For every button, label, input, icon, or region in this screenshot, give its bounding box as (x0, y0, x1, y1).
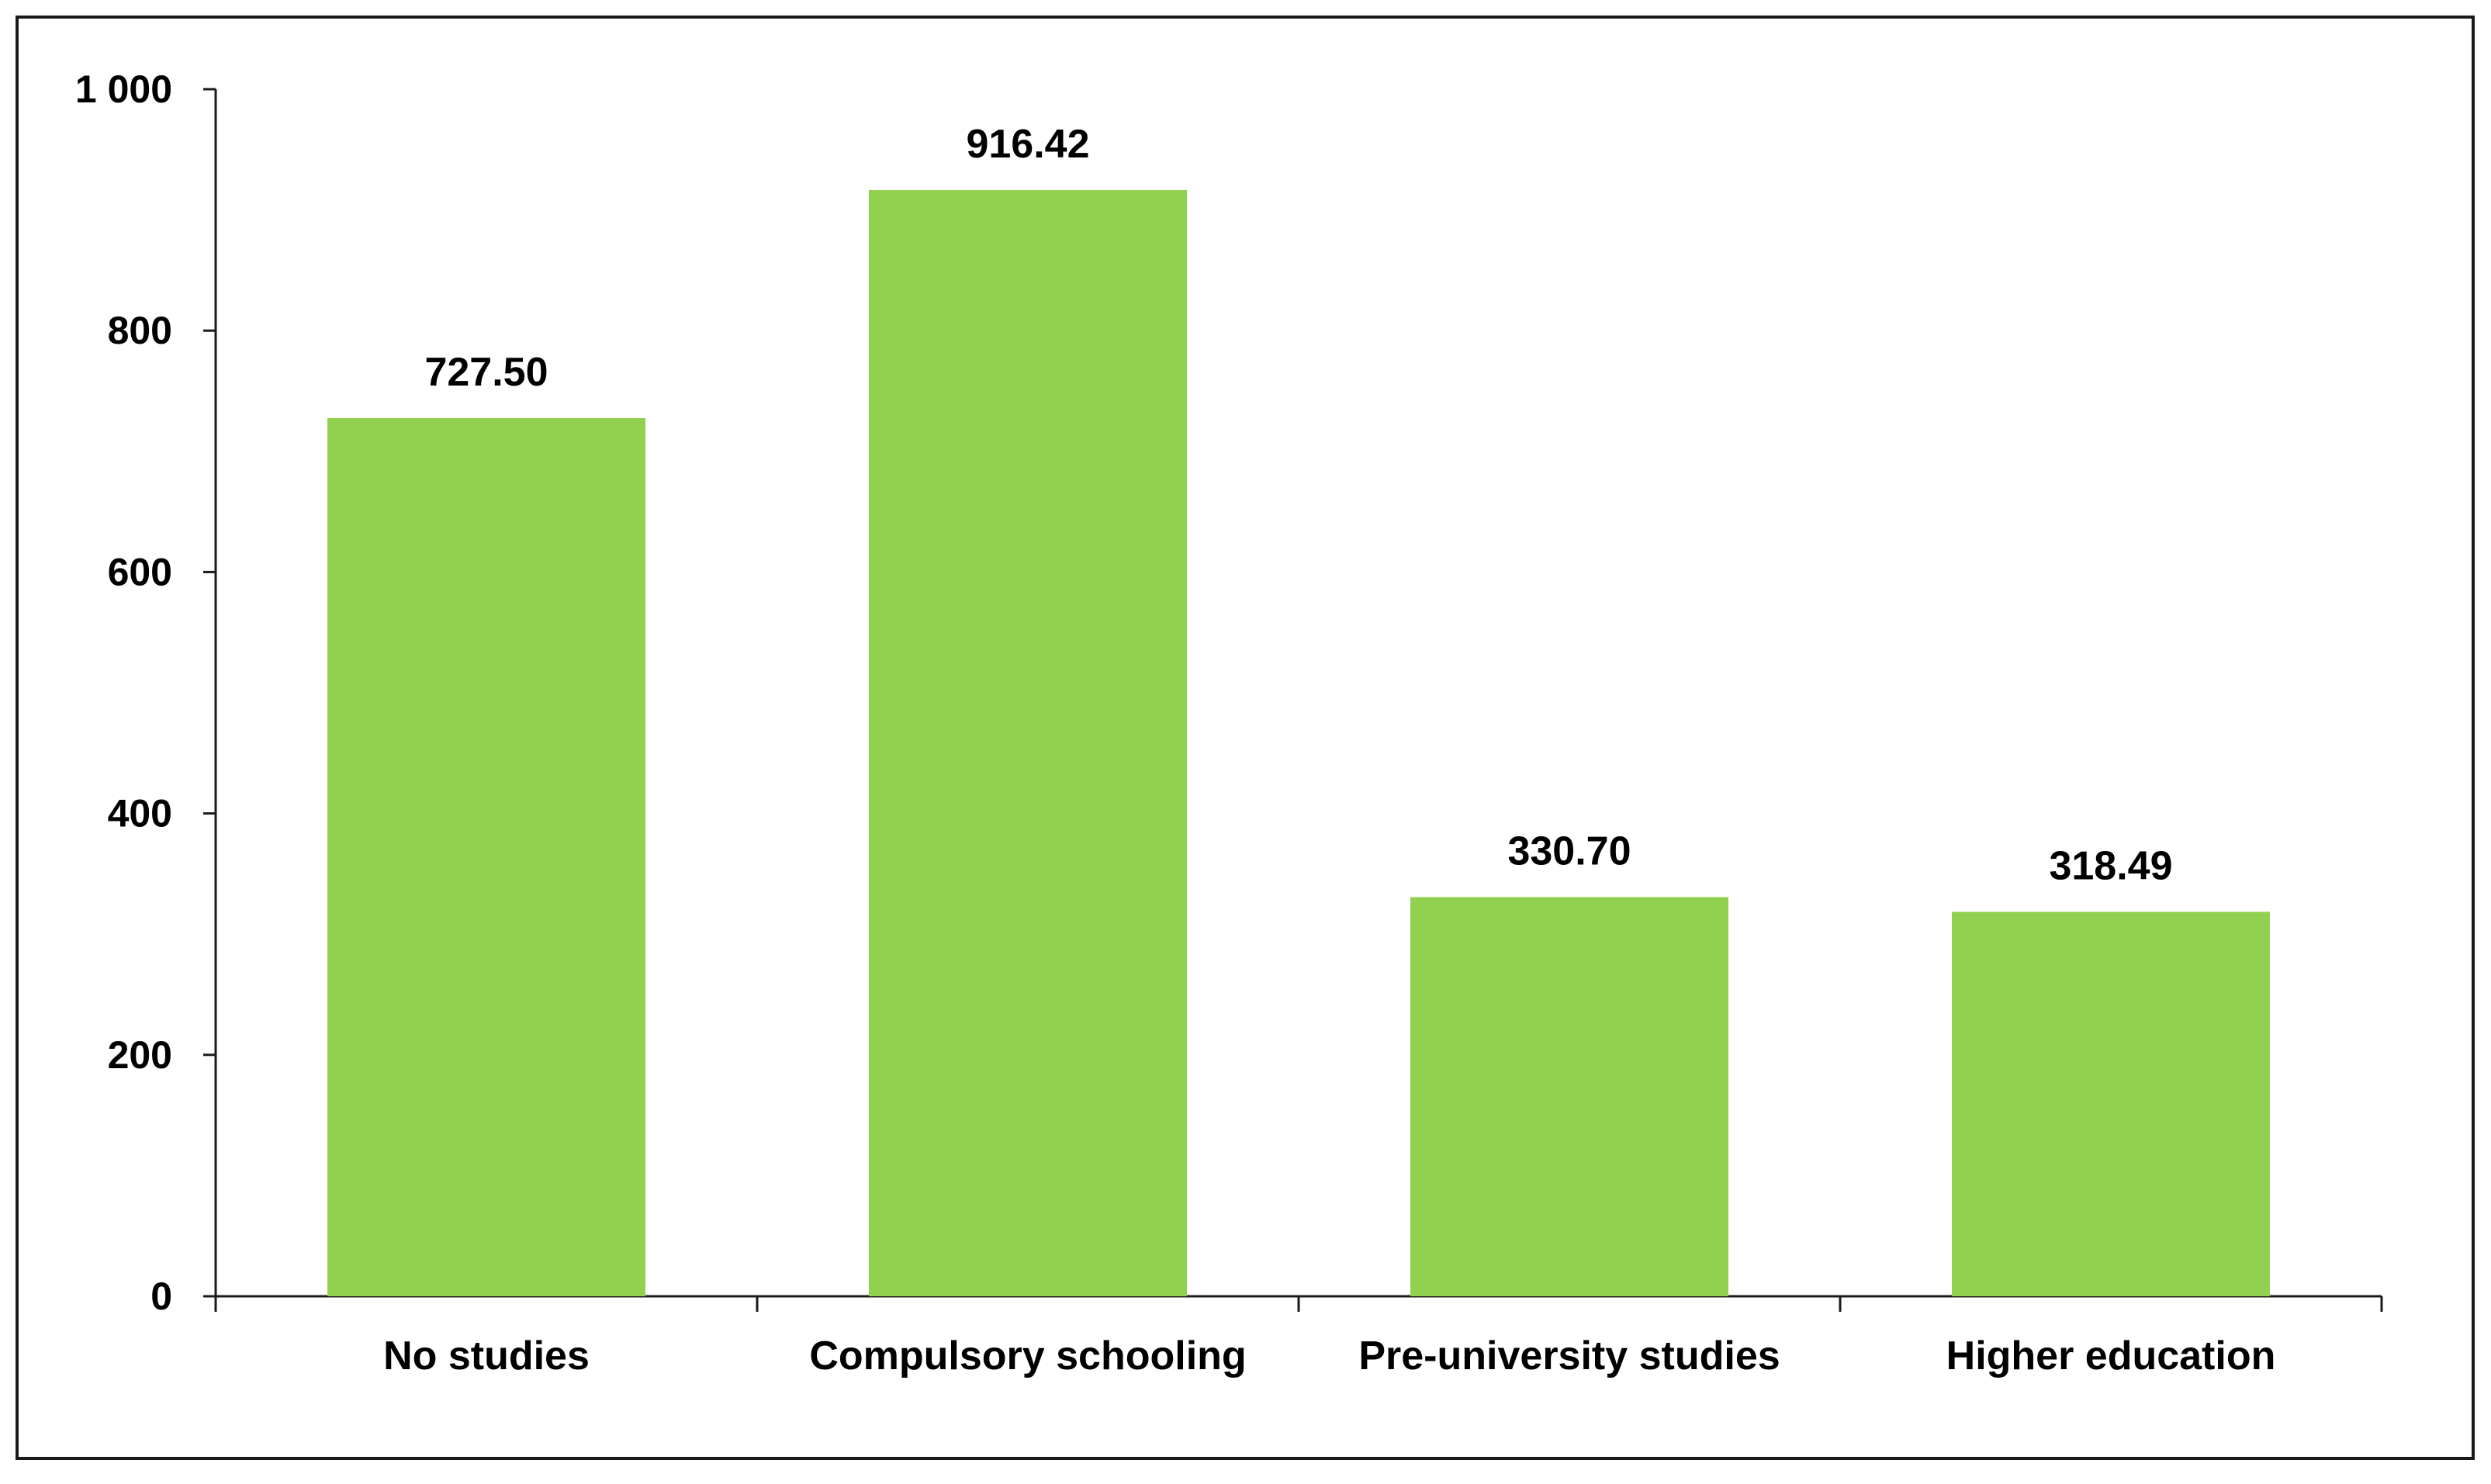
data-label: 318.49 (2049, 843, 2172, 888)
bar (1952, 912, 2270, 1296)
y-tick-label: 800 (108, 309, 172, 352)
y-tick-label: 0 (150, 1275, 172, 1318)
bar (327, 418, 645, 1296)
x-category-label: Compulsory schooling (809, 1334, 1246, 1378)
x-category-label: Higher education (1946, 1334, 2276, 1378)
x-category-label: No studies (383, 1334, 590, 1378)
bar (1410, 897, 1728, 1296)
data-label: 727.50 (424, 350, 548, 395)
bar (869, 190, 1187, 1296)
y-tick-label: 400 (108, 792, 172, 835)
y-tick-label: 600 (108, 550, 172, 593)
data-label: 330.70 (1507, 828, 1631, 873)
data-label: 916.42 (966, 122, 1089, 167)
y-tick-label: 1 000 (75, 67, 172, 111)
x-category-label: Pre-university studies (1358, 1334, 1780, 1378)
y-tick-label: 200 (108, 1033, 172, 1077)
